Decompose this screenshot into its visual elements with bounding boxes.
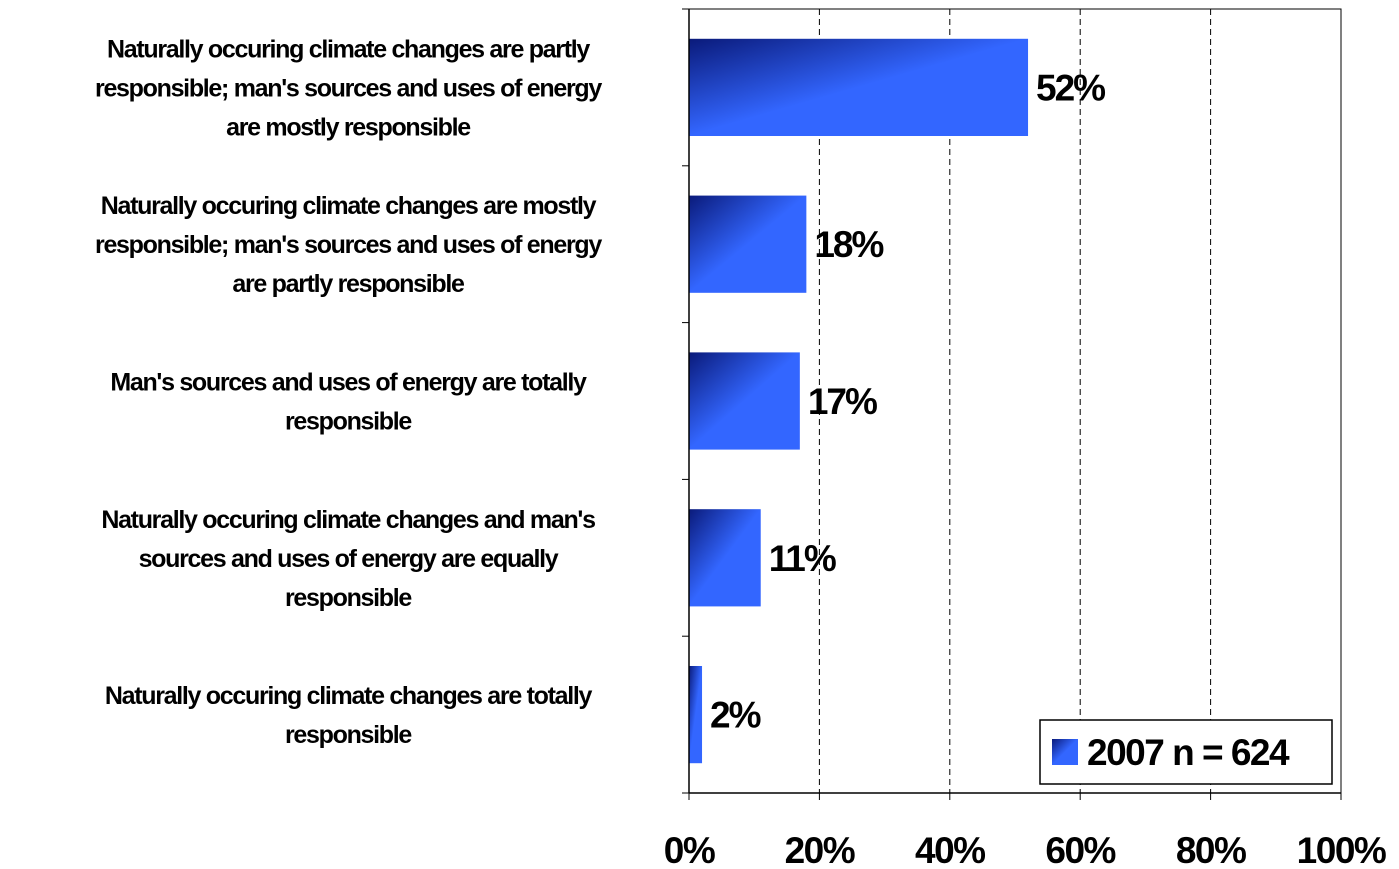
category-label: Naturally occuring climate changes are t… xyxy=(105,682,593,749)
category-label: Naturally occuring climate changes and m… xyxy=(101,506,595,612)
data-label: 2% xyxy=(710,695,761,736)
data-label: 11% xyxy=(769,538,836,579)
x-tick-label: 0% xyxy=(664,830,715,869)
category-label: Naturally occuring climate changes are m… xyxy=(95,192,602,298)
legend-label: 2007 n = 624 xyxy=(1087,732,1290,773)
data-label: 52% xyxy=(1036,67,1105,108)
data-label: 18% xyxy=(814,224,883,265)
bar xyxy=(689,195,807,293)
category-label: Man's sources and uses of energy are tot… xyxy=(110,369,587,436)
bars xyxy=(689,38,1029,764)
category-labels: Naturally occuring climate changes are p… xyxy=(95,35,604,749)
bar xyxy=(689,509,761,607)
category-label: Naturally occuring climate changes are p… xyxy=(95,35,602,141)
x-tick-labels: 0% 20% 40% 60% 80% 100% xyxy=(664,830,1388,869)
x-tick-label: 40% xyxy=(915,830,985,869)
data-labels: 52% 18% 17% 11% 2% xyxy=(710,67,1107,736)
bar xyxy=(689,665,703,764)
x-tick-label: 60% xyxy=(1045,830,1115,869)
x-tick-label: 20% xyxy=(785,830,855,869)
legend-swatch xyxy=(1052,739,1078,765)
legend: 2007 n = 624 xyxy=(1039,719,1333,785)
x-tick-label: 100% xyxy=(1297,830,1386,869)
data-label: 17% xyxy=(808,381,877,422)
bar xyxy=(689,352,800,450)
bar xyxy=(689,38,1029,137)
x-tick-label: 80% xyxy=(1176,830,1246,869)
gridlines xyxy=(818,9,1212,793)
axes xyxy=(682,8,1342,800)
legend-box xyxy=(1039,719,1333,785)
